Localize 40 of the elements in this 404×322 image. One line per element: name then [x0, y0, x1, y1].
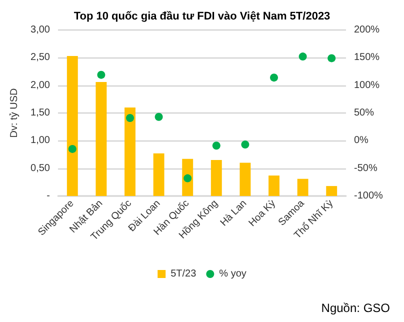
bar: [268, 176, 280, 196]
bar: [66, 56, 78, 196]
y-tick-label: -: [46, 190, 50, 202]
y2-tick-label: -100%: [354, 190, 384, 202]
y-tick-label: 1,50: [30, 108, 50, 118]
bar: [210, 160, 222, 196]
point: [184, 174, 192, 182]
y2-tick-label: -50%: [354, 162, 378, 174]
point: [97, 70, 106, 79]
chart-title: Top 10 quốc gia đầu tư FDI vào Việt Nam 5T/2023: [74, 10, 330, 22]
y-tick-label: 2,00: [30, 80, 50, 91]
text: Nguồn: GSO: [321, 301, 390, 315]
y-tick-label: 2,50: [30, 52, 50, 64]
y-tick-label: 3,00: [30, 24, 50, 36]
point: [241, 140, 250, 149]
point: [298, 52, 307, 61]
point: [270, 74, 278, 82]
y2-tick-label: 100%: [354, 80, 380, 91]
bar: [326, 186, 338, 196]
y-tick-label: 1,00: [30, 135, 50, 146]
legend-label: 5T/23: [170, 268, 197, 280]
point: [154, 112, 163, 121]
x-tick-label: Hà Lan: [218, 198, 250, 229]
bar: [96, 82, 107, 196]
y-tick-label: 0,50: [30, 162, 50, 174]
bar: [153, 153, 164, 196]
y2-tick-label: 0%: [354, 135, 369, 146]
y-axis-title: Dv: tỷ USD: [9, 88, 20, 138]
point: [68, 144, 76, 153]
point: [328, 54, 336, 62]
y2-tick-label: 200%: [354, 24, 380, 36]
legend-label: % yoy: [219, 268, 246, 280]
bar: [124, 107, 136, 196]
point: [212, 142, 220, 150]
bar: [297, 178, 308, 196]
point: [126, 114, 134, 122]
y2-tick-label: 150%: [354, 52, 380, 64]
y2-tick-label: 50%: [354, 108, 374, 118]
x-tick-label: Hoa Kỳ: [246, 198, 278, 230]
bar: [240, 162, 251, 196]
